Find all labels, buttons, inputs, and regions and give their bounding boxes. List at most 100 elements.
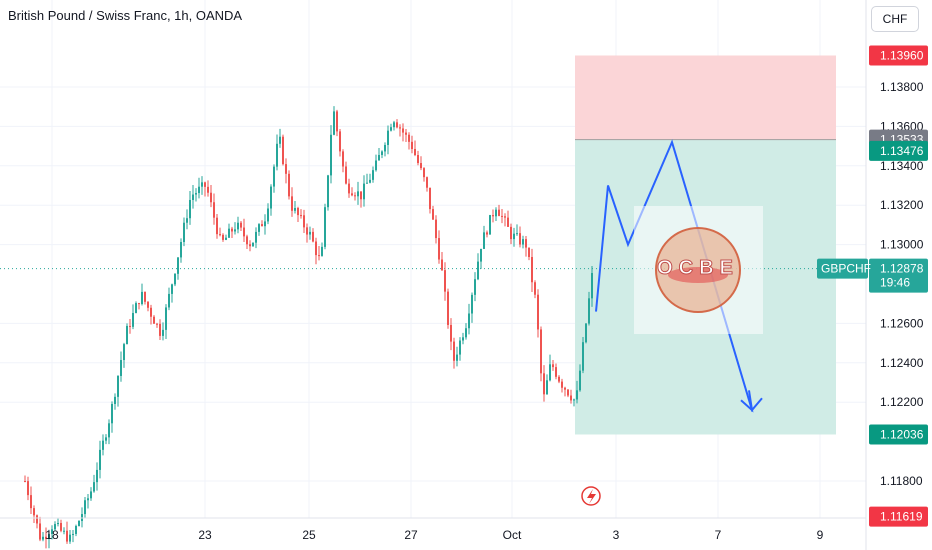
logo-band [668,267,728,283]
candle-body [453,341,455,361]
candle-body [255,231,257,243]
candle-body [279,136,281,144]
candle-body [546,380,548,395]
candle-body [351,193,353,196]
candle-body [213,202,215,218]
candle-body [99,449,101,470]
candle-body [321,246,323,256]
candle-body [357,191,359,197]
candle-body [564,387,566,390]
candle-body [63,530,65,532]
candle-body [48,534,50,539]
candle-body [186,218,188,223]
candle-body [132,312,134,327]
candle-body [408,134,410,142]
candle-body [207,186,209,193]
price-label: 1.11619 [880,510,923,524]
candle-body [282,136,284,165]
candle-body [102,440,104,450]
symbol-tag-bg [817,258,868,279]
candle-body [54,524,56,530]
candle-body [231,228,233,232]
candle-body [348,183,350,194]
candle-body [30,495,32,509]
candle-body [114,396,116,404]
candle-body [375,160,377,171]
price-label: 1.13476 [880,144,924,158]
candle-body [105,437,107,441]
candle-body [576,390,578,400]
candle-body [525,239,527,248]
candle-body [411,141,413,149]
candle-body [183,222,185,243]
candle-body [501,215,503,217]
candle-body [432,209,434,220]
candle-body [339,131,341,152]
candle-body [489,215,491,235]
candle-body [93,482,95,492]
candle-body [363,183,365,200]
candle-body [459,340,461,355]
price-tick: 1.12200 [880,395,924,409]
candle-body [498,209,500,216]
candle-body [150,307,152,317]
candle-body [396,122,398,128]
candle-body [543,373,545,395]
candle-body [579,370,581,391]
symbol-tag: GBPCHF [821,262,871,276]
candle-body [108,423,110,438]
price-tick: 1.13400 [880,159,924,173]
candle-body [588,298,590,324]
price-label-bg [869,258,928,293]
price-label-time: 19:46 [880,276,910,290]
candle-body [36,515,38,524]
candle-body [372,170,374,180]
candle-body [591,273,593,299]
candle-body [360,191,362,200]
candle-body [246,236,248,245]
candle-body [234,229,236,232]
candle-body [555,367,557,377]
candle-body [72,533,74,535]
candle-body [465,328,467,338]
candle-body [159,323,161,336]
price-label-bg [869,140,928,161]
lightning-icon [581,486,601,506]
candle-body [354,195,356,197]
candle-body [264,221,266,227]
time-tick: 25 [302,528,316,542]
candle-body [399,127,401,129]
candle-body [306,227,308,235]
price-tick: 1.12600 [880,316,924,330]
candle-body [402,128,404,133]
candle-body [384,144,386,152]
candle-body [216,217,218,235]
candle-body [519,233,521,245]
candle-body [567,389,569,396]
candle-body [582,342,584,371]
candle-body [342,151,344,167]
time-tick: 27 [404,528,418,542]
candle-body [135,303,137,313]
candle-body [315,241,317,256]
candle-body [225,237,227,240]
currency-button[interactable]: CHF [871,6,919,32]
candle-body [111,403,113,424]
candle-body [60,522,62,531]
candle-body [561,381,563,388]
candle-body [531,257,533,283]
candle-body [198,186,200,194]
candle-body [84,500,86,515]
price-tick: 1.13800 [880,80,924,94]
price-label: 1.12878 [880,262,924,276]
candle-body [540,329,542,374]
candle-body [57,522,59,525]
candle-body [270,186,272,209]
candle-body [426,177,428,188]
symbol-title: British Pound / Swiss Franc, 1h, OANDA [8,8,243,23]
price-label-bg [869,45,928,66]
time-tick: 18 [45,528,59,542]
candle-body [474,279,476,295]
